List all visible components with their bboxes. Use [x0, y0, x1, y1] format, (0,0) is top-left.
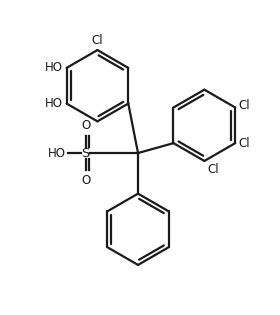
Text: Cl: Cl [238, 137, 250, 150]
Text: O: O [81, 174, 90, 187]
Text: Cl: Cl [207, 163, 219, 176]
Text: HO: HO [48, 146, 66, 159]
Text: S: S [81, 146, 90, 159]
Text: HO: HO [45, 97, 63, 110]
Text: Cl: Cl [238, 99, 250, 112]
Text: Cl: Cl [92, 34, 103, 47]
Text: HO: HO [45, 61, 63, 74]
Text: O: O [81, 119, 90, 132]
